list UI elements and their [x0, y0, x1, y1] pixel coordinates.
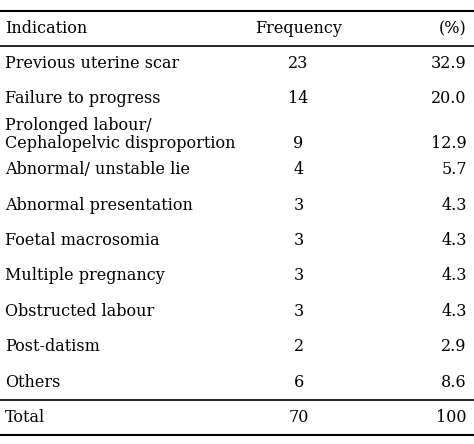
Text: 4.3: 4.3 — [441, 267, 467, 284]
Text: 9: 9 — [293, 135, 304, 151]
Text: 14: 14 — [289, 90, 309, 107]
Text: 3: 3 — [293, 232, 304, 249]
Text: Previous uterine scar: Previous uterine scar — [5, 55, 179, 72]
Text: Abnormal/ unstable lie: Abnormal/ unstable lie — [5, 161, 190, 178]
Text: 4.3: 4.3 — [441, 197, 467, 214]
Text: Obstructed labour: Obstructed labour — [5, 303, 154, 320]
Text: Frequency: Frequency — [255, 20, 342, 37]
Text: Others: Others — [5, 373, 60, 391]
Text: 4: 4 — [293, 161, 304, 178]
Text: Foetal macrosomia: Foetal macrosomia — [5, 232, 159, 249]
Text: 5.7: 5.7 — [441, 161, 467, 178]
Text: 32.9: 32.9 — [431, 55, 467, 72]
Text: 3: 3 — [293, 267, 304, 284]
Text: 100: 100 — [437, 409, 467, 426]
Text: Cephalopelvic disproportion: Cephalopelvic disproportion — [5, 135, 235, 151]
Text: (%): (%) — [439, 20, 467, 37]
Text: 70: 70 — [289, 409, 309, 426]
Text: 2: 2 — [293, 338, 304, 355]
Text: 23: 23 — [289, 55, 309, 72]
Text: Multiple pregnancy: Multiple pregnancy — [5, 267, 164, 284]
Text: Prolonged labour/: Prolonged labour/ — [5, 117, 151, 134]
Text: Indication: Indication — [5, 20, 87, 37]
Text: Abnormal presentation: Abnormal presentation — [5, 197, 192, 214]
Text: 3: 3 — [293, 197, 304, 214]
Text: Failure to progress: Failure to progress — [5, 90, 160, 107]
Text: 4.3: 4.3 — [441, 303, 467, 320]
Text: 3: 3 — [293, 303, 304, 320]
Text: 20.0: 20.0 — [431, 90, 467, 107]
Text: 8.6: 8.6 — [441, 373, 467, 391]
Text: 6: 6 — [293, 373, 304, 391]
Text: Post-datism: Post-datism — [5, 338, 100, 355]
Text: 12.9: 12.9 — [431, 135, 467, 151]
Text: Total: Total — [5, 409, 45, 426]
Text: 2.9: 2.9 — [441, 338, 467, 355]
Text: 4.3: 4.3 — [441, 232, 467, 249]
